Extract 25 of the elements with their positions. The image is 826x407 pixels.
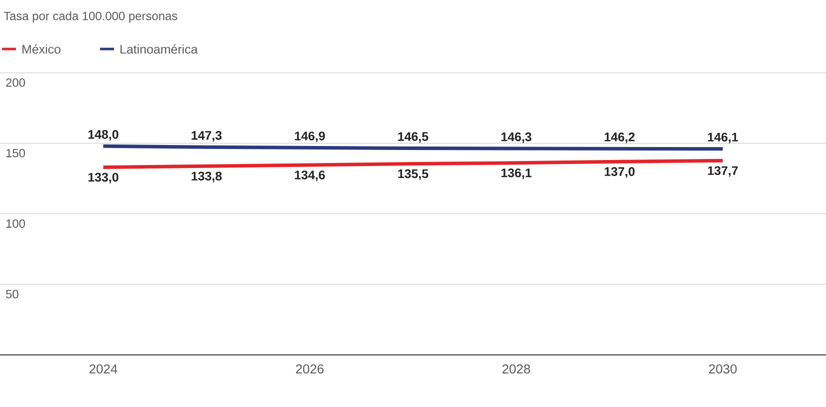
data-label: 146,3 [501, 132, 532, 144]
x-tick-label: 2024 [90, 364, 118, 374]
data-label: 137,7 [708, 166, 738, 177]
x-tick-label: 2030 [709, 364, 737, 374]
x-tick-label: 2028 [502, 364, 530, 374]
data-label: 148,0 [88, 130, 118, 141]
data-label: 134,6 [294, 170, 325, 182]
data-label: 136,1 [501, 168, 532, 180]
x-tick-label: 2026 [296, 364, 324, 374]
legend-label: México [22, 44, 60, 54]
data-label: 133,0 [88, 172, 118, 184]
data-label: 146,2 [604, 132, 635, 144]
y-tick-label: 200 [6, 78, 26, 87]
data-label: 133,8 [192, 172, 222, 182]
chart-subtitle: Tasa por cada 100.000 personas [4, 11, 178, 23]
data-label: 147,3 [192, 131, 222, 142]
data-label: 146,1 [708, 132, 738, 144]
y-tick-label: 150 [6, 148, 26, 158]
y-tick-label: 100 [6, 219, 26, 228]
y-tick-label: 50 [6, 290, 18, 298]
data-label: 146,5 [398, 132, 428, 143]
data-label: 135,5 [398, 169, 428, 180]
data-label: 146,9 [294, 132, 325, 142]
data-label: 137,0 [604, 167, 635, 178]
legend-label: Latinoamérica [120, 44, 198, 54]
